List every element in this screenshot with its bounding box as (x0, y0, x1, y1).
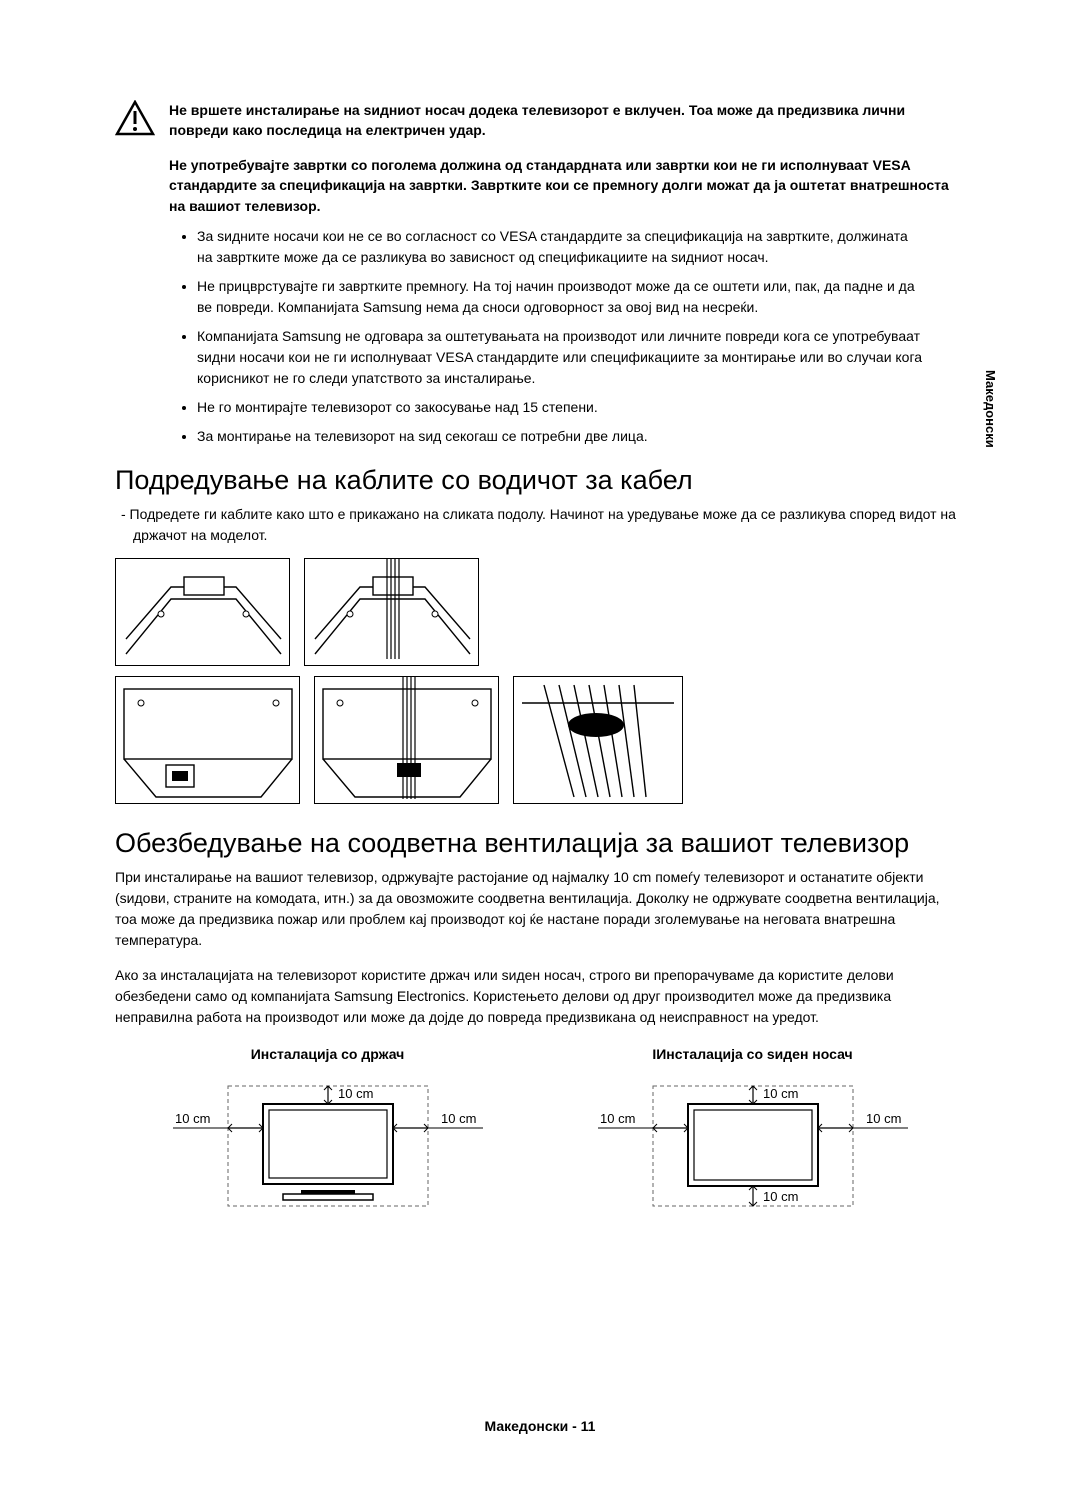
bullet-item: За ѕидните носачи кои не се во согласнос… (197, 226, 965, 268)
cable-figure-4 (314, 676, 499, 804)
dim-label: 10 cm (763, 1086, 798, 1101)
section-title-cables: Подредување на каблите со водичот за каб… (115, 465, 965, 496)
bullet-item: Компанијата Samsung не одговара за оштет… (197, 326, 965, 389)
bullet-item: За монтирање на телевизорот на ѕид секог… (197, 426, 965, 447)
dim-label: 10 cm (175, 1111, 210, 1126)
cable-figure-2 (304, 558, 479, 666)
dim-label: 10 cm (866, 1111, 901, 1126)
warning-text-2: Не употребувајте завртки со поголема дол… (169, 155, 965, 216)
cable-figure-3 (115, 676, 300, 804)
install-wall-col: IИнсталација со ѕиден носач 10 cm 10 cm (568, 1046, 938, 1218)
bullet-list: За ѕидните носачи кои не се во согласнос… (169, 226, 965, 447)
cables-dash-paragraph: - Подредете ги каблите како што е прикаж… (115, 504, 965, 546)
install-wall-figure: 10 cm 10 cm 10 cm (588, 1068, 918, 1218)
warning-text-1: Не вршете инсталирање на ѕидниот носач д… (169, 100, 965, 141)
warning-icon (115, 100, 155, 141)
dim-label: 10 cm (441, 1111, 476, 1126)
page-footer: Македонски - 11 (0, 1418, 1080, 1434)
install-stand-title: Инсталација со држач (143, 1046, 513, 1062)
warning-block: Не вршете инсталирање на ѕидниот носач д… (115, 100, 965, 141)
ventilation-paragraph-1: При инсталирање на вашиот телевизор, одр… (115, 867, 965, 951)
install-wall-title: IИнсталација со ѕиден носач (568, 1046, 938, 1062)
install-stand-figure: 10 cm 10 cm 10 cm (163, 1068, 493, 1218)
cable-figure-1 (115, 558, 290, 666)
cable-figure-5 (513, 676, 683, 804)
dim-label: 10 cm (338, 1086, 373, 1101)
dim-label: 10 cm (600, 1111, 635, 1126)
bullet-item: Не прицврстувајте ги завртките премногу.… (197, 276, 965, 318)
side-language-tab: Македонски (983, 370, 998, 448)
cable-figures-row-1 (115, 558, 965, 666)
dim-label: 10 cm (763, 1189, 798, 1204)
ventilation-paragraph-2: Ако за инсталацијата на телевизорот кори… (115, 965, 965, 1028)
bullet-item: Не го монтирајте телевизорот со закосува… (197, 397, 965, 418)
page: Македонски Не вршете инсталирање на ѕидн… (0, 0, 1080, 1494)
cable-figures-row-2 (115, 676, 965, 804)
section-title-ventilation: Обезбедување на соодветна вентилација за… (115, 828, 965, 859)
install-stand-col: Инсталација со држач 10 cm (143, 1046, 513, 1218)
installation-figures-row: Инсталација со држач 10 cm (115, 1046, 965, 1218)
